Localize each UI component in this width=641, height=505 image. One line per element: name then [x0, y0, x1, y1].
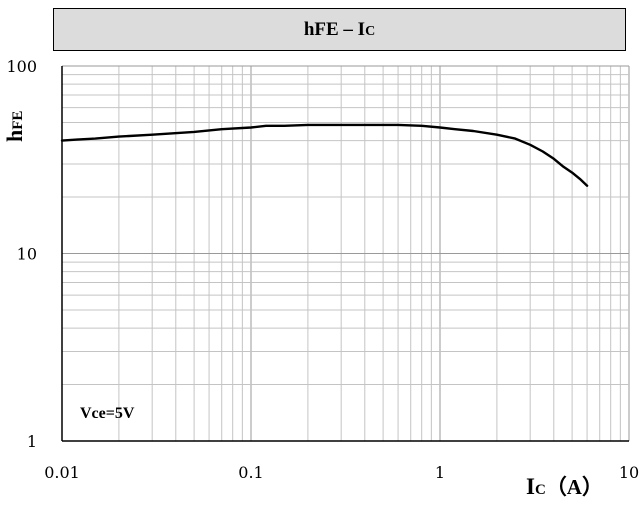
tick-labels: 0.01 0.1 1 10 1 10 100 [6, 57, 639, 482]
chart-title-sub: C [365, 23, 376, 39]
chart-title-main: hFE – I [303, 18, 366, 40]
x-tick-label: 1 [435, 463, 445, 482]
x-axis-label-unit: （A） [546, 475, 603, 499]
grid-lines [62, 65, 630, 441]
x-tick-label: 10 [619, 463, 639, 482]
x-tick-label: 0.01 [44, 463, 80, 482]
x-axis-label-sub: C [535, 482, 546, 498]
y-tick-label: 1 [27, 432, 37, 451]
axes [61, 66, 629, 442]
vce-annotation: Vce=5V [80, 405, 135, 422]
x-axis-label-main: I [526, 474, 535, 499]
hfe-curve [60, 123, 589, 187]
y-axis-label-sub: FE [10, 111, 26, 130]
y-axis-label: hFE [2, 111, 27, 142]
x-tick-label: 0.1 [238, 463, 263, 482]
y-tick-label: 10 [17, 245, 37, 264]
x-axis-label: IC（A） [526, 474, 603, 499]
y-axis-label-main: h [2, 130, 27, 142]
y-tick-label: 100 [6, 57, 37, 76]
series-layer [60, 123, 589, 187]
